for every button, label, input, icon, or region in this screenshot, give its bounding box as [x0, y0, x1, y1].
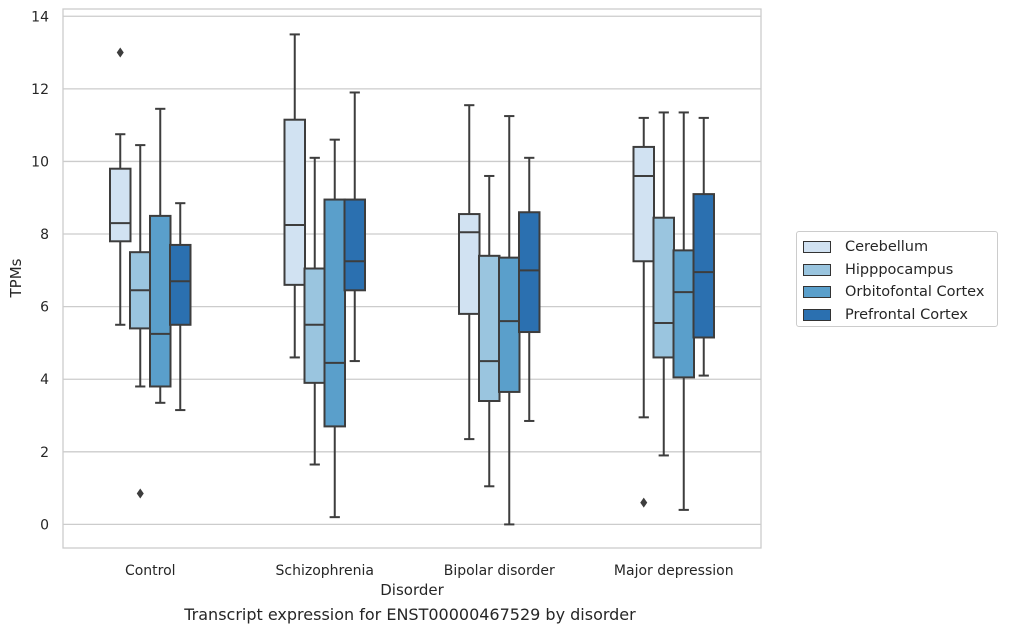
outlier-point: [136, 488, 144, 499]
legend-label: Prefrontal Cortex: [845, 306, 968, 323]
box-iqr: [109, 167, 132, 243]
outlier-point: [116, 47, 124, 58]
legend-swatch: [803, 263, 831, 276]
y-tick-label: 8: [40, 227, 49, 243]
box-iqr: [149, 214, 172, 388]
chart-caption: Transcript expression for ENST0000046752…: [184, 605, 636, 624]
legend-swatch: [803, 286, 831, 299]
x-tick-label: Major depression: [614, 563, 734, 579]
x-tick-label: Control: [125, 563, 176, 579]
x-tick-label: Schizophrenia: [276, 563, 374, 579]
box-prefrontal-cortex: [518, 156, 541, 422]
box-cerebellum: [283, 33, 306, 359]
box-iqr: [692, 193, 715, 339]
legend-label: Cerebellum: [845, 239, 929, 256]
box-cerebellum: [458, 104, 481, 441]
box-iqr: [343, 198, 366, 292]
box-hipppocampus: [652, 111, 675, 457]
legend-item: Hipppocampus: [803, 259, 997, 282]
box-iqr: [498, 256, 521, 393]
y-tick-label: 14: [31, 9, 49, 25]
box-orbitofontal-cortex: [149, 107, 172, 404]
box-iqr: [458, 213, 481, 315]
legend-label: Orbitofontal Cortex: [845, 284, 985, 301]
plot-frame: [62, 8, 762, 549]
legend: Cerebellum Hipppocampus Orbitofontal Corte…: [796, 231, 998, 327]
box-cerebellum: [632, 116, 655, 508]
y-tick-label: 2: [40, 445, 49, 461]
box-iqr: [283, 118, 306, 286]
y-tick-label: 4: [40, 372, 49, 388]
box-prefrontal-cortex: [169, 202, 192, 412]
x-axis-label: Disorder: [380, 581, 444, 599]
y-tick-label: 0: [40, 517, 49, 533]
box-iqr: [652, 216, 675, 359]
box-iqr: [632, 145, 655, 263]
x-tick-label: Bipolar disorder: [444, 563, 555, 579]
y-tick-label: 6: [40, 300, 49, 316]
box-iqr: [478, 254, 501, 402]
y-tick-label: 10: [31, 154, 49, 170]
box-orbitofontal-cortex: [672, 111, 695, 511]
box-iqr: [169, 243, 192, 326]
x-tick-labels: Control Schizophrenia Bipolar disorder Majo…: [125, 563, 734, 579]
box-iqr: [518, 211, 541, 334]
box-hipppocampus: [478, 174, 501, 488]
box-iqr: [323, 198, 346, 428]
y-axis-label: TPMs: [7, 258, 25, 298]
legend-item: Orbitofontal Cortex: [803, 281, 997, 304]
legend-swatch: [803, 241, 831, 254]
box-orbitofontal-cortex: [323, 138, 346, 519]
legend-item: Prefrontal Cortex: [803, 304, 997, 327]
legend-label: Hipppocampus: [845, 261, 954, 278]
box-prefrontal-cortex: [692, 116, 715, 377]
legend-item: Cerebellum: [803, 236, 997, 259]
box-iqr: [672, 249, 695, 379]
box-plot-marks: [109, 33, 715, 526]
box-cerebellum: [109, 47, 132, 326]
box-orbitofontal-cortex: [498, 115, 521, 526]
box-hipppocampus: [303, 156, 326, 466]
y-tick-label: 12: [31, 82, 49, 98]
legend-swatch: [803, 308, 831, 321]
outlier-point: [640, 497, 648, 508]
box-prefrontal-cortex: [343, 91, 366, 363]
y-tick-labels: 0 2 4 6 8 10 12 14: [31, 9, 49, 533]
box-hipppocampus: [129, 144, 152, 499]
